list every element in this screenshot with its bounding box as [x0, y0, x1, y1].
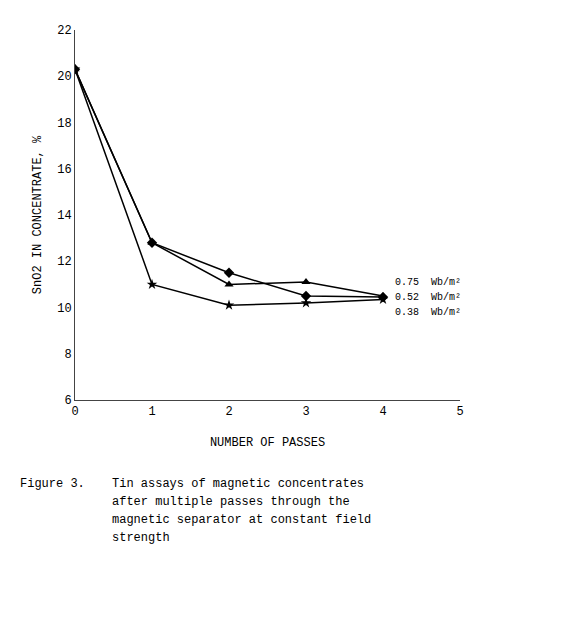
svg-text:4: 4: [379, 405, 386, 419]
svg-text:0.38 Wb/m²: 0.38 Wb/m²: [395, 307, 461, 318]
svg-text:12: 12: [57, 255, 71, 269]
svg-text:NUMBER OF PASSES: NUMBER OF PASSES: [210, 436, 325, 450]
svg-text:strength: strength: [112, 531, 170, 545]
svg-text:18: 18: [57, 117, 71, 131]
svg-text:SnO2 IN CONCENTRATE, %: SnO2 IN CONCENTRATE, %: [31, 135, 45, 294]
svg-text:8: 8: [64, 348, 71, 362]
svg-text:after multiple passes through: after multiple passes through the: [112, 495, 350, 509]
svg-text:10: 10: [57, 302, 71, 316]
svg-text:5: 5: [456, 405, 463, 419]
svg-text:22: 22: [57, 24, 71, 38]
svg-text:14: 14: [57, 209, 71, 223]
svg-text:16: 16: [57, 163, 71, 177]
svg-text:6: 6: [64, 394, 71, 408]
svg-text:2: 2: [225, 405, 232, 419]
svg-text:0.75 Wb/m²: 0.75 Wb/m²: [395, 277, 461, 288]
svg-text:0.52 Wb/m²: 0.52 Wb/m²: [395, 292, 461, 303]
svg-text:3: 3: [302, 405, 309, 419]
svg-text:Tin assays of magnetic concent: Tin assays of magnetic concentrates: [112, 477, 364, 491]
svg-text:Figure 3.: Figure 3.: [20, 477, 85, 491]
svg-text:magnetic separator at constant: magnetic separator at constant field: [112, 513, 371, 527]
svg-text:20: 20: [57, 70, 71, 84]
svg-text:1: 1: [148, 405, 155, 419]
svg-text:0: 0: [71, 405, 78, 419]
